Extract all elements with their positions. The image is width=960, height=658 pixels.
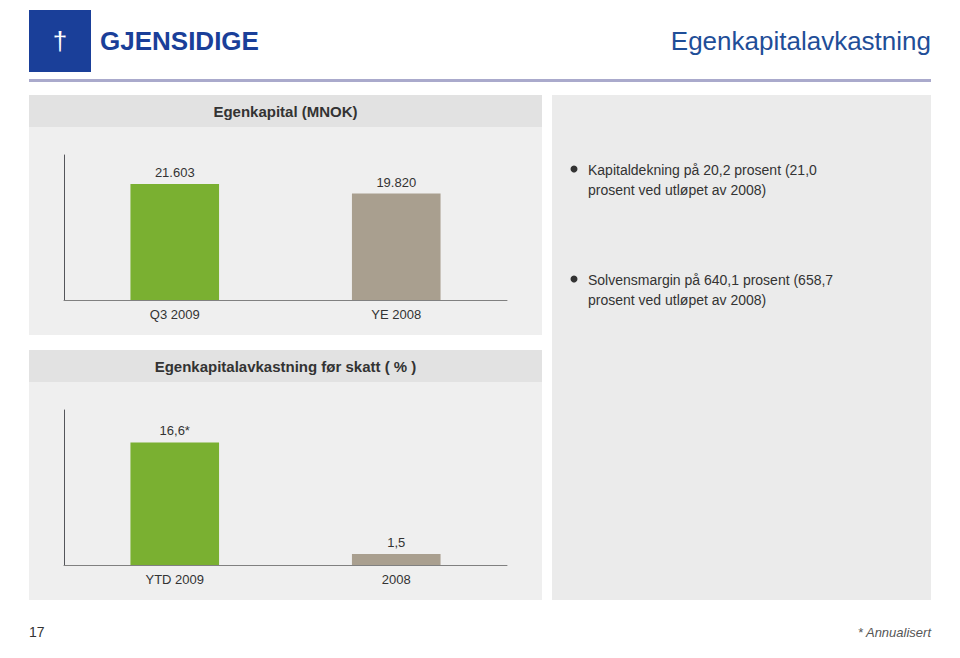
svg-text:†: † (53, 26, 67, 56)
svg-text:17: 17 (29, 624, 45, 640)
svg-text:1,5: 1,5 (387, 535, 405, 550)
svg-text:Egenkapital (MNOK): Egenkapital (MNOK) (213, 103, 357, 120)
svg-text:Q3 2009: Q3 2009 (150, 307, 200, 322)
svg-text:19.820: 19.820 (376, 175, 416, 190)
svg-text:YTD 2009: YTD 2009 (145, 572, 204, 587)
svg-text:2008: 2008 (382, 572, 411, 587)
svg-text:Egenkapitalavkastning: Egenkapitalavkastning (671, 26, 931, 56)
svg-text:Solvensmargin på 640,1 prosent: Solvensmargin på 640,1 prosent (658,7 (588, 272, 833, 288)
svg-text:16,6*: 16,6* (160, 423, 190, 438)
svg-text:YE 2008: YE 2008 (371, 307, 421, 322)
svg-text:prosent ved utløpet av 2008): prosent ved utløpet av 2008) (588, 292, 766, 308)
svg-text:Kapitaldekning på 20,2 prosent: Kapitaldekning på 20,2 prosent (21,0 (588, 162, 817, 178)
svg-text:21.603: 21.603 (155, 165, 195, 180)
svg-text:prosent ved utløpet av 2008): prosent ved utløpet av 2008) (588, 182, 766, 198)
svg-text:Egenkapitalavkastning før skat: Egenkapitalavkastning før skatt ( % ) (155, 358, 417, 375)
svg-text:GJENSIDIGE: GJENSIDIGE (100, 26, 259, 56)
svg-text:* Annualisert: * Annualisert (858, 625, 933, 640)
